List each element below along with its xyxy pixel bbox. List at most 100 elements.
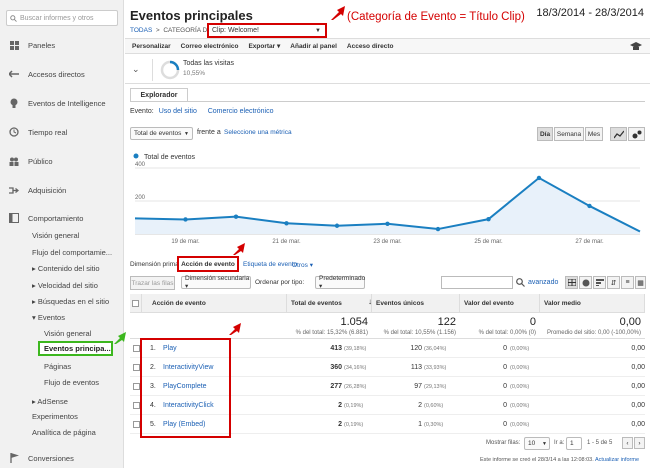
term-cloud-button[interactable]: ≡ (621, 276, 634, 289)
nav-contenido[interactable]: ▸ Contenido del sitio (32, 264, 100, 273)
clip-select[interactable]: Clip: Welcome! ▼ (207, 23, 327, 38)
metric-select[interactable]: Total de eventos ▼ (130, 127, 193, 140)
nav-conversiones[interactable]: Conversiones (0, 450, 124, 466)
table-view-button[interactable] (565, 276, 578, 289)
row-event-action[interactable]: Play (163, 345, 177, 352)
table-row: 2. InteractivityView 360 (34,16%) 113 (33,93%… (130, 358, 645, 377)
nav-eventos[interactable]: ▾ Eventos (32, 313, 65, 322)
row-checkbox[interactable] (133, 377, 140, 396)
nav-publico[interactable]: Público (0, 153, 124, 169)
plot-rows-button[interactable]: Trazar las filas (130, 276, 175, 290)
refresh-link[interactable]: Actualizar informe (594, 457, 640, 463)
crumb-todas[interactable]: TODAS (130, 27, 153, 34)
add-dashboard-button[interactable]: Añadir al panel (290, 42, 337, 50)
next-page-button[interactable]: › (634, 437, 645, 449)
graduation-cap-icon[interactable] (630, 42, 642, 51)
sort-select[interactable]: Predeterminado ▾ (315, 275, 365, 290)
subnav-comercio[interactable]: Comercio electrónico (207, 108, 274, 115)
data-point[interactable] (233, 214, 239, 219)
row-event-action[interactable]: Play (Embed) (163, 421, 206, 428)
data-point[interactable] (587, 203, 592, 209)
total-valor-sub: % del total: 0,00% (0) (478, 330, 536, 336)
search-icon[interactable] (516, 278, 525, 287)
nav-tiempo-real[interactable]: Tiempo real (0, 124, 124, 140)
email-button[interactable]: Correo electrónico (180, 42, 239, 50)
sort-label: Ordenar por tipo: (255, 279, 305, 286)
comparison-view-button[interactable]: ⇵ (607, 276, 620, 289)
nav-eventos-principales[interactable]: Eventos principa... (38, 341, 113, 356)
row-checkbox[interactable] (133, 396, 140, 415)
row-value-pct: (0,00%) (510, 364, 530, 371)
nav-intelligence[interactable]: Eventos de Intelligence (0, 95, 124, 111)
search-input[interactable]: Buscar informes y otros (6, 10, 118, 26)
period-day[interactable]: Día (537, 127, 553, 141)
nav-vision-general[interactable]: Visión general (32, 231, 80, 240)
nav-busquedas[interactable]: ▸ Búsquedas en el sitio (32, 297, 110, 306)
export-button[interactable]: Exportar ▾ (248, 43, 281, 50)
advanced-link[interactable]: avanzado (528, 279, 559, 286)
header-checkbox[interactable] (130, 294, 142, 313)
nav-experimentos[interactable]: Experimentos (32, 412, 78, 421)
table-row: 3. PlayComplete 277 (26,28%) 97 (29,13%) 0 (0,0… (130, 377, 645, 396)
col-accion[interactable]: Acción de evento (142, 294, 287, 313)
nav-flujo-comportamiento[interactable]: Flujo del comportamie... (32, 248, 113, 257)
col-total[interactable]: Total de eventos (287, 294, 372, 313)
secondary-dimension-select[interactable]: Dimensión secundaria ▾ (181, 275, 251, 290)
sidebar: Buscar informes y otros Paneles Accesos … (0, 0, 126, 468)
col-unicos[interactable]: Eventos únicos (372, 294, 460, 313)
performance-view-button[interactable] (593, 276, 606, 289)
dimension-accion[interactable]: Acción de evento (177, 256, 239, 272)
row-checkbox[interactable] (133, 339, 140, 358)
goto-input[interactable]: 1 (566, 437, 582, 450)
data-point[interactable] (183, 217, 188, 222)
nav-paginas[interactable]: Páginas (44, 362, 72, 371)
data-point[interactable] (334, 223, 340, 228)
subnav-uso[interactable]: Uso del sitio (158, 108, 197, 115)
dimension-otros[interactable]: Otros ▾ (292, 262, 313, 269)
rows-select[interactable]: 10 ▼ (524, 437, 550, 450)
dimension-etiqueta[interactable]: Etiqueta de evento (243, 261, 298, 268)
select-metric-link[interactable]: Seleccione una métrica (224, 129, 292, 136)
chevron-right-icon: › (638, 439, 641, 447)
line-chart-button[interactable] (610, 127, 627, 141)
data-point[interactable] (385, 221, 390, 226)
period-month[interactable]: Mes (585, 127, 603, 141)
motion-chart-button[interactable] (628, 127, 645, 141)
row-event-action[interactable]: InteractivityClick (163, 402, 214, 409)
pie-view-button[interactable] (579, 276, 592, 289)
col-valor-medio[interactable]: Valor medio (540, 294, 645, 313)
nav-flujo-eventos[interactable]: Flujo de eventos (44, 378, 100, 387)
nav-velocidad[interactable]: ▸ Velocidad del sitio (32, 281, 98, 290)
nav-adquisicion[interactable]: Adquisición (0, 182, 124, 198)
row-total-pct: (39,18%) (344, 345, 367, 352)
chevron-down-icon[interactable]: ⌄ (132, 64, 140, 74)
bulb-icon (9, 98, 19, 108)
data-point[interactable] (486, 216, 491, 222)
col-valor[interactable]: Valor del evento (460, 294, 540, 313)
pivot-button[interactable]: ▦ (635, 276, 646, 289)
report-created: Este informe se creó el 28/3/14 a las 12… (480, 457, 639, 463)
nav-paneles[interactable]: Paneles (0, 37, 124, 53)
data-point[interactable] (435, 226, 441, 232)
nav-comportamiento[interactable]: Comportamiento (0, 210, 124, 226)
nav-adsense[interactable]: ▸ AdSense (32, 397, 68, 406)
date-range[interactable]: 18/3/2014 - 28/3/2014 (536, 7, 644, 19)
flag-icon (9, 453, 19, 463)
data-point[interactable] (536, 175, 542, 181)
data-point[interactable] (284, 221, 289, 226)
prev-page-button[interactable]: ‹ (622, 437, 633, 449)
shortcut-button[interactable]: Acceso directo (346, 42, 394, 50)
row-event-action[interactable]: InteractivityView (163, 364, 214, 371)
row-number: 5. (150, 421, 156, 428)
nav-accesos[interactable]: Accesos directos (0, 66, 124, 82)
row-checkbox[interactable] (133, 358, 140, 377)
nav-eventos-vision[interactable]: Visión general (44, 329, 92, 338)
term-cloud-icon: ≡ (625, 279, 630, 286)
row-event-action[interactable]: PlayComplete (163, 383, 207, 390)
nav-analitica[interactable]: Analítica de página (32, 428, 96, 437)
period-week[interactable]: Semana (554, 127, 584, 141)
tab-explorador[interactable]: Explorador (130, 88, 188, 102)
customize-button[interactable]: Personalizar (132, 42, 171, 50)
row-checkbox[interactable] (133, 415, 140, 434)
table-search-input[interactable] (441, 276, 513, 289)
